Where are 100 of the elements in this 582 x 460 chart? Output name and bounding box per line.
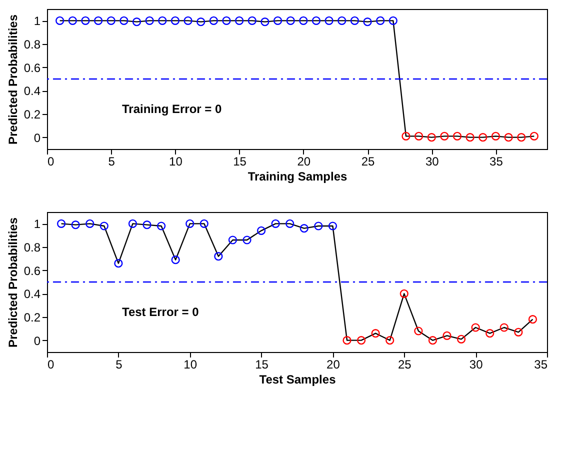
x-tick-label: 35 [534,358,548,372]
point [517,133,526,142]
point [300,224,308,233]
point [427,133,436,142]
point [478,133,488,142]
y-tick-label: 0.6 [24,60,41,75]
y-tick-label: 0.2 [24,108,41,122]
point [81,16,90,25]
x-tick-label: 35 [490,154,504,168]
y-tick-label: 0.8 [24,240,41,254]
point [356,336,366,345]
point [286,219,294,228]
x-tick-label: 0 [48,154,54,168]
y-tick-label: 1 [34,14,41,28]
point [114,259,123,268]
point [466,133,474,142]
y-tick-label: 0.2 [24,310,41,324]
x-tick-label: 30 [469,358,484,372]
x-tick-label: 0 [48,358,54,372]
point [491,132,500,140]
point [471,323,480,332]
point [132,18,142,26]
point [328,222,338,230]
point [106,16,116,25]
point [400,289,408,298]
x-tick-label: 5 [108,154,116,168]
x-axis-title: Training Samples [248,170,348,184]
x-axis-title: Test Samples [259,372,336,386]
line-series [59,20,535,138]
point [376,16,385,25]
point [145,16,154,25]
point [388,16,398,25]
point [214,252,223,261]
y-tick-label: 0.6 [24,264,41,278]
point [414,132,424,140]
y-tick-label: 0.4 [24,84,41,98]
y-axis-title: Predicted Probabilities [6,14,20,145]
point [528,315,538,324]
point [170,16,180,25]
x-tick-label: 25 [398,358,412,372]
x-tick-label: 25 [361,154,376,168]
y-tick-label: 1 [34,217,41,232]
line-series [60,223,534,341]
x-tick-label: 5 [116,358,123,372]
point [371,329,380,338]
point [222,16,231,25]
point [273,16,282,25]
point [171,256,180,264]
point [440,132,449,140]
point [56,16,64,25]
point [260,18,270,26]
point [248,16,256,25]
point [100,222,108,230]
y-tick-label: 0.4 [24,287,41,302]
annotation: Training Error = 0 [122,102,222,116]
y-tick-label: 0 [34,334,41,348]
point [86,219,94,228]
point [56,219,66,228]
point [514,328,523,336]
point [186,219,194,228]
point [414,326,423,336]
point [120,16,128,25]
x-tick-label: 20 [297,154,311,168]
point [271,219,280,228]
point [350,16,359,25]
point [314,222,323,230]
point [312,16,321,25]
point [338,16,346,25]
y-tick-label: 0 [34,130,41,145]
point [456,334,466,344]
point [242,236,252,244]
point [286,16,295,25]
point [504,133,513,142]
point [428,336,438,345]
x-tick-label: 20 [326,358,340,372]
x-tick-label: 15 [255,358,269,372]
point [200,219,208,228]
y-tick-label: 0.8 [24,38,41,52]
point [324,16,334,25]
point [500,323,508,332]
point [142,220,152,230]
point [228,236,238,244]
point [486,329,494,338]
y-axis-title: Predicted Probabilities [6,217,20,348]
point [184,16,192,25]
point [235,16,244,25]
point [128,219,138,228]
point [256,226,266,235]
point [363,18,372,26]
x-tick-label: 30 [425,154,440,168]
point [342,336,352,345]
x-tick-label: 10 [169,154,183,168]
point [68,16,77,25]
point [442,331,452,340]
point [94,16,103,25]
point [158,16,167,25]
point [452,132,462,140]
x-tick-label: 15 [233,154,247,168]
point [386,336,394,345]
point [156,222,166,230]
